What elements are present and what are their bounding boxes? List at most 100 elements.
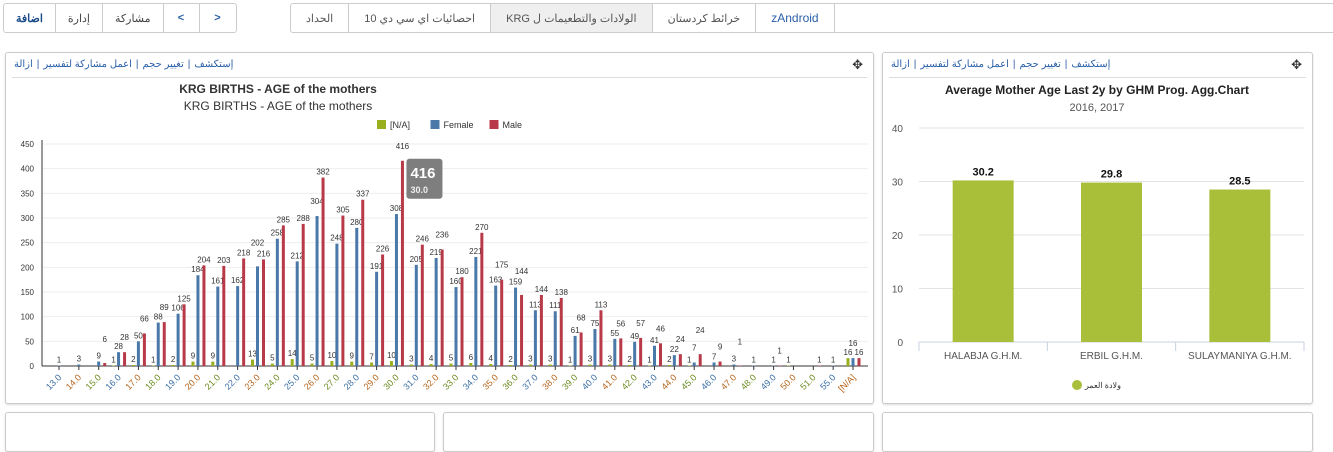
bar-female: [514, 288, 517, 366]
data-label: 28.5: [1229, 176, 1250, 188]
bar-na: [191, 362, 194, 366]
data-label: 29.8: [1101, 169, 1122, 181]
y-tick-label: 10: [892, 285, 904, 296]
bar: [1081, 183, 1142, 342]
prev-button[interactable]: <: [164, 4, 200, 32]
data-label: 159: [509, 278, 523, 287]
bar-female: [177, 314, 180, 366]
data-label: 3: [77, 355, 82, 364]
tab-mourning[interactable]: الحداد: [291, 4, 349, 32]
data-label: 9: [718, 343, 723, 352]
data-label: 24: [696, 326, 705, 335]
x-tick-label: 27.0: [322, 372, 341, 391]
data-label: 56: [616, 319, 625, 328]
legend-marker: [1072, 380, 1082, 390]
legend-label: Female: [444, 120, 474, 130]
add-button[interactable]: اضافة: [4, 4, 56, 32]
next-button[interactable]: >: [200, 4, 236, 32]
tab-zandroid[interactable]: zAndroid: [756, 4, 834, 32]
bar-na: [489, 364, 492, 366]
data-label: 288: [297, 214, 311, 223]
bar-na: [668, 365, 671, 366]
x-tick-label: 15.0: [84, 372, 103, 391]
y-tick-label: 250: [21, 239, 35, 248]
bar-male: [619, 338, 622, 366]
bar-na: [588, 365, 591, 366]
data-label: 236: [435, 231, 449, 240]
bar-female: [256, 266, 259, 366]
legend-swatch: [431, 120, 440, 129]
data-label: 175: [495, 261, 509, 270]
data-label: 16: [844, 348, 853, 357]
data-label: 1: [752, 356, 757, 365]
x-tick-label: 25.0: [282, 372, 301, 391]
data-label: 7: [692, 344, 697, 353]
data-label: 2: [171, 355, 176, 364]
births-age-panel: إستكشف| تغيير حجم| اعمل مشاركة لتفسير| ا…: [5, 52, 874, 404]
manage-button[interactable]: إدارة: [56, 4, 103, 32]
bar-female: [633, 342, 636, 366]
bar-female: [117, 352, 120, 366]
x-tick-label: 37.0: [520, 372, 539, 391]
x-tick-label: [N/A]: [836, 372, 857, 393]
bar-na: [529, 365, 532, 366]
data-label: 1: [738, 338, 743, 347]
data-label: 4: [488, 354, 493, 363]
y-tick-label: 150: [21, 288, 35, 297]
bar-female: [335, 244, 338, 366]
bar-male: [560, 298, 563, 366]
dashboard-tabs: الحداد 10 احصائيات اي سي دي KRG الولادات…: [290, 3, 1333, 33]
data-label: 180: [455, 267, 469, 276]
x-tick-label: 48.0: [739, 372, 758, 391]
bar-female: [415, 265, 418, 366]
bar-female: [534, 310, 537, 366]
bar-na: [370, 363, 373, 366]
y-tick-label: 50: [25, 337, 34, 346]
bar-male: [202, 265, 205, 366]
bar: [953, 180, 1014, 342]
bar-female: [455, 287, 458, 366]
data-label: 2: [508, 355, 513, 364]
data-label: 1: [771, 356, 776, 365]
share-button[interactable]: مشاركة: [103, 4, 164, 32]
x-tick-label: 29.0: [362, 372, 381, 391]
y-tick-label: 450: [21, 140, 35, 149]
data-label: 270: [475, 223, 489, 232]
bar-na: [330, 361, 333, 366]
data-label: 382: [316, 168, 330, 177]
x-tick-label: 51.0: [798, 372, 817, 391]
bar-male: [679, 354, 682, 366]
x-tick-label: 36.0: [500, 372, 519, 391]
data-label: 1: [831, 356, 836, 365]
tab-kurdistan-maps[interactable]: خرائط كردستان: [653, 4, 757, 32]
data-label: 3: [409, 355, 414, 364]
data-label: 9: [350, 352, 355, 361]
bar-male: [639, 338, 642, 366]
data-label: 144: [515, 267, 529, 276]
y-tick-label: 400: [21, 165, 35, 174]
data-label: 28: [114, 342, 123, 351]
data-label: 1: [568, 356, 573, 365]
tab-icd10-stats[interactable]: 10 احصائيات اي سي دي: [349, 4, 491, 32]
x-tick-label: 33.0: [441, 372, 460, 391]
bar-female: [494, 286, 497, 366]
bar-na: [410, 365, 413, 366]
y-tick-label: 0: [30, 362, 35, 371]
bar-na: [390, 361, 393, 366]
data-label: 55: [610, 329, 619, 338]
data-label: 9: [96, 352, 101, 361]
bar-na: [271, 364, 274, 366]
bar-male: [262, 259, 265, 366]
data-label: 144: [535, 285, 549, 294]
data-label: 22: [670, 345, 679, 354]
data-label: 66: [140, 314, 149, 323]
x-tick-label: 38.0: [540, 372, 559, 391]
x-tick-label: 32.0: [421, 372, 440, 391]
bar-female: [316, 216, 319, 366]
bar-male: [222, 266, 225, 366]
tab-krg-births[interactable]: KRG الولادات والتطعيمات ل: [491, 4, 652, 32]
bar-male: [282, 225, 285, 366]
data-label: 57: [636, 319, 645, 328]
data-label: 416: [396, 142, 410, 151]
